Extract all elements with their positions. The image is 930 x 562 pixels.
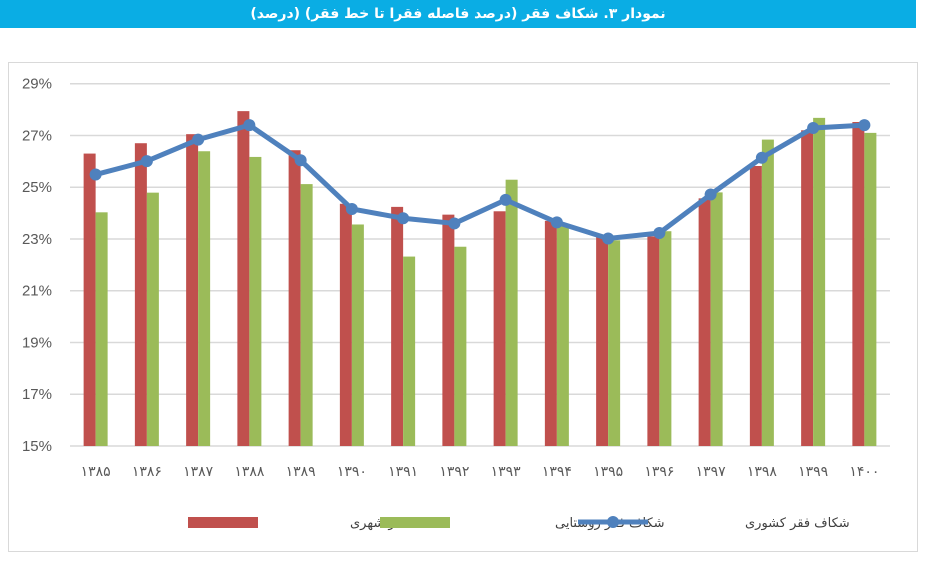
bar-urban xyxy=(749,165,762,447)
legend-label-national: شکاف فقر کشوری xyxy=(745,516,850,531)
bar-urban xyxy=(83,153,96,446)
line-point xyxy=(550,216,563,229)
bar-urban xyxy=(801,130,814,446)
bar-rural xyxy=(249,156,262,447)
bar-urban xyxy=(852,122,865,447)
y-tick-label: 19% xyxy=(22,334,52,351)
line-point xyxy=(89,168,102,181)
y-tick-label: 23% xyxy=(22,231,52,248)
bar-rural xyxy=(813,117,826,446)
bar-urban xyxy=(288,150,301,446)
bar-rural xyxy=(659,231,672,446)
y-tick-label: 17% xyxy=(22,386,52,403)
line-point xyxy=(397,212,410,225)
chart-frame xyxy=(8,62,918,552)
bar-urban xyxy=(186,134,199,446)
bar-urban xyxy=(237,111,250,446)
x-tick-label: ۱۳۹۹ xyxy=(798,464,828,480)
y-tick-label: 25% xyxy=(22,179,52,196)
x-tick-label: ۱۳۸۸ xyxy=(234,464,265,480)
legend-swatch-rural xyxy=(380,517,450,528)
bar-urban xyxy=(339,203,352,446)
line-point xyxy=(653,227,666,240)
x-tick-label: ۱۳۹۲ xyxy=(439,464,469,480)
x-tick-label: ۱۳۹۰ xyxy=(337,464,367,480)
x-tick-label: ۱۳۹۶ xyxy=(644,464,674,480)
bar-rural xyxy=(198,151,211,446)
bar-rural xyxy=(146,192,159,446)
line-point xyxy=(243,119,256,132)
y-tick-label: 21% xyxy=(22,283,52,300)
legend-marker-national xyxy=(607,516,619,528)
bar-rural xyxy=(351,224,364,446)
y-tick-label: 27% xyxy=(22,127,52,144)
bar-urban xyxy=(647,236,660,446)
line-point xyxy=(499,193,512,206)
x-tick-label: ۱۳۹۱ xyxy=(388,464,418,480)
bar-urban xyxy=(698,198,711,446)
y-tick-label: 15% xyxy=(22,438,52,455)
bar-urban xyxy=(544,220,557,446)
y-tick-label: 29% xyxy=(22,76,52,93)
x-tick-label: ۱۳۸۶ xyxy=(132,464,162,480)
bar-rural xyxy=(505,179,518,446)
line-national xyxy=(94,122,865,241)
legend-swatch-urban xyxy=(188,517,258,528)
line-point xyxy=(602,232,615,245)
line-point xyxy=(140,155,153,168)
x-tick-label: ۱۳۸۵ xyxy=(81,464,111,480)
bar-rural xyxy=(608,240,621,446)
line-point xyxy=(294,154,307,167)
chart-title: نمودار ۳. شکاف فقر (درصد فاصله فقرا تا خ… xyxy=(0,0,916,28)
x-tick-label: ۱۳۸۷ xyxy=(183,464,214,480)
line-point xyxy=(448,217,461,230)
x-tick-label: ۱۳۹۳ xyxy=(491,464,522,480)
bar-rural xyxy=(864,132,877,446)
line-point xyxy=(807,121,820,134)
bar-urban xyxy=(442,214,455,446)
bar-urban xyxy=(596,236,609,446)
x-tick-label: ۱۳۹۷ xyxy=(696,464,727,480)
bar-rural xyxy=(300,184,313,446)
bar-rural xyxy=(95,212,108,446)
line-point xyxy=(345,202,358,215)
line-point xyxy=(192,133,205,146)
x-tick-label: ۱۳۹۸ xyxy=(747,464,778,480)
line-point xyxy=(858,119,871,132)
bar-rural xyxy=(710,192,723,446)
x-tick-label: ۱۴۰۰ xyxy=(849,464,879,480)
bar-rural xyxy=(454,246,467,446)
x-tick-label: ۱۳۹۴ xyxy=(542,464,572,480)
bar-urban xyxy=(391,206,404,446)
x-tick-label: ۱۳۸۹ xyxy=(286,464,316,480)
bar-rural xyxy=(556,226,569,446)
bar-urban xyxy=(493,211,506,446)
bar-urban xyxy=(134,143,147,447)
x-tick-label: ۱۳۹۵ xyxy=(593,464,623,480)
line-point xyxy=(704,188,717,201)
bar-rural xyxy=(403,256,416,446)
bar-rural xyxy=(761,139,774,446)
line-point xyxy=(755,151,768,164)
